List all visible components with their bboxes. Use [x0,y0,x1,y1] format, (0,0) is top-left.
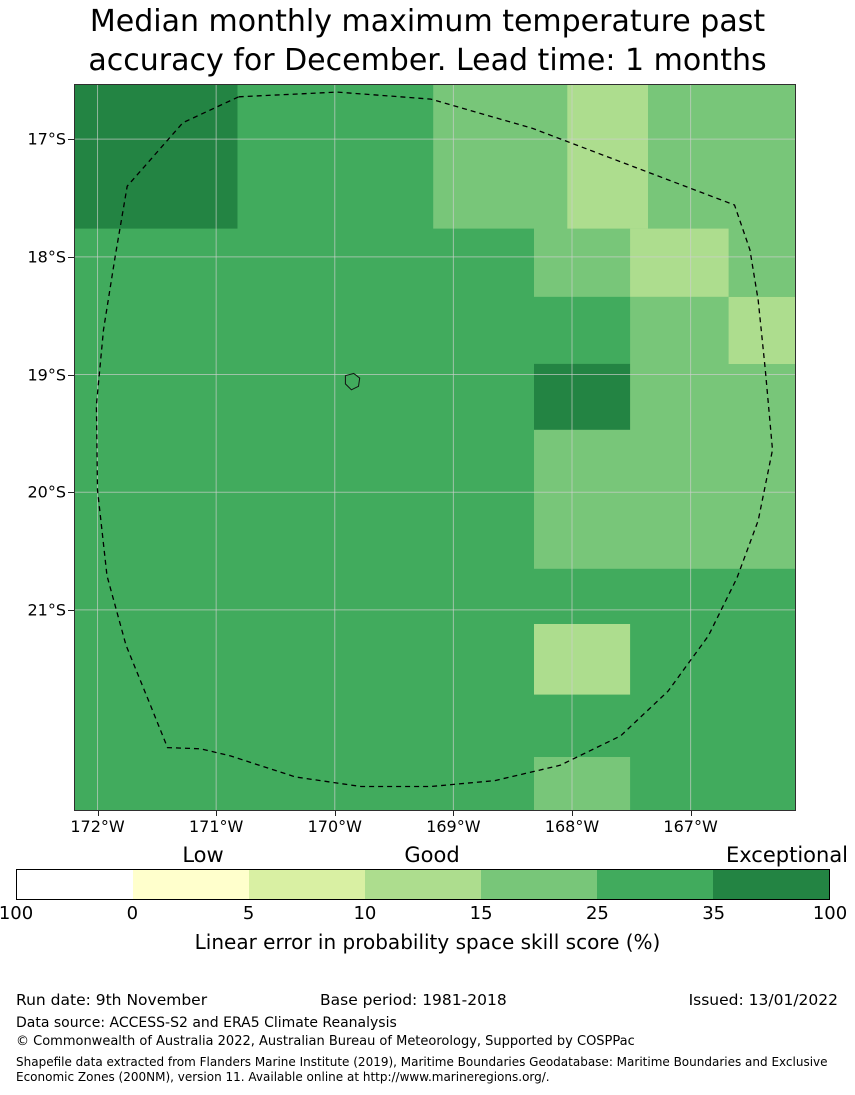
footer-run-date: Run date: 9th November [16,991,208,1009]
colorbar-tick-label: 15 [469,903,493,924]
colorbar-label-low: Low [182,843,224,867]
colorbar-segment [133,870,249,899]
colorbar-tick-label: 100 [0,903,34,924]
eez-boundary-dashed [95,91,774,788]
y-tick-mark [68,256,74,258]
heatmap-cell [433,85,534,229]
colorbar-segment [713,870,829,899]
colorbar-tick-label: 100 [812,903,848,924]
colorbar [16,869,830,900]
chart-title-line1: Median monthly maximum temperature past [89,4,766,39]
y-tick-label: 18°S [27,247,66,267]
colorbar-segment [597,870,713,899]
y-tick-label: 17°S [27,129,66,149]
x-tick-label: 168°W [544,817,600,836]
colorbar-tick-label: 0 [126,903,139,924]
y-tick-label: 19°S [27,365,66,385]
footer-copyright: © Commonwealth of Australia 2022, Austra… [16,1034,635,1049]
heatmap-cell [534,757,631,810]
x-tick-mark [216,811,218,816]
x-tick-label: 169°W [426,817,481,836]
x-tick-mark [572,811,573,816]
footer-shapefile-note: Shapefile data extracted from Flanders M… [16,1055,828,1085]
map-svg [75,85,795,810]
x-tick-mark [334,811,336,816]
footer-data-source: Data source: ACCESS-S2 and ERA5 Climate … [16,1015,397,1031]
x-tick-label: 170°W [307,817,362,836]
x-tick-mark [690,811,692,816]
colorbar-label-good: Good [404,843,460,867]
y-tick-label: 20°S [27,482,66,502]
colorbar-segment [17,870,133,899]
y-tick-mark [68,139,74,141]
map-plot [75,85,795,810]
footer-base-period: Base period: 1981-2018 [320,991,507,1009]
y-tick-mark [68,374,74,376]
heatmap-cell [630,228,729,297]
heatmap-cell [534,624,631,695]
footer-issued-date: Issued: 13/01/2022 [688,991,838,1009]
colorbar-tick-labels: 100 0 5 10 15 25 35 100 [0,903,847,925]
colorbar-tick-label: 35 [702,903,726,924]
colorbar-title: Linear error in probability space skill … [194,930,661,954]
colorbar-tick-label: 10 [353,903,377,924]
island-outline [344,372,361,391]
colorbar-tick-label: 5 [242,903,255,924]
y-tick-label: 21°S [27,600,66,620]
chart-title-line2: accuracy for December. Lead time: 1 mont… [88,43,767,78]
heatmap-cell [534,296,631,364]
heatmap-cell [534,363,631,430]
x-tick-label: 171°W [188,817,244,836]
x-tick-label: 172°W [70,817,125,836]
colorbar-tick-label: 25 [585,903,609,924]
y-tick-mark [68,492,74,494]
colorbar-segment [481,870,597,899]
colorbar-segment [365,870,481,899]
heatmap-cell [75,85,238,229]
colorbar-segment [249,870,365,899]
y-tick-mark [68,609,74,611]
x-tick-mark [453,811,455,816]
footer-shapefile-note-line2: Economic Zones (200NM), version 11. Avai… [16,1070,550,1084]
footer-shapefile-note-line1: Shapefile data extracted from Flanders M… [16,1055,828,1069]
x-tick-label: 167°W [663,817,718,836]
colorbar-label-exceptional: Exceptional [725,843,849,867]
x-tick-mark [97,811,99,816]
